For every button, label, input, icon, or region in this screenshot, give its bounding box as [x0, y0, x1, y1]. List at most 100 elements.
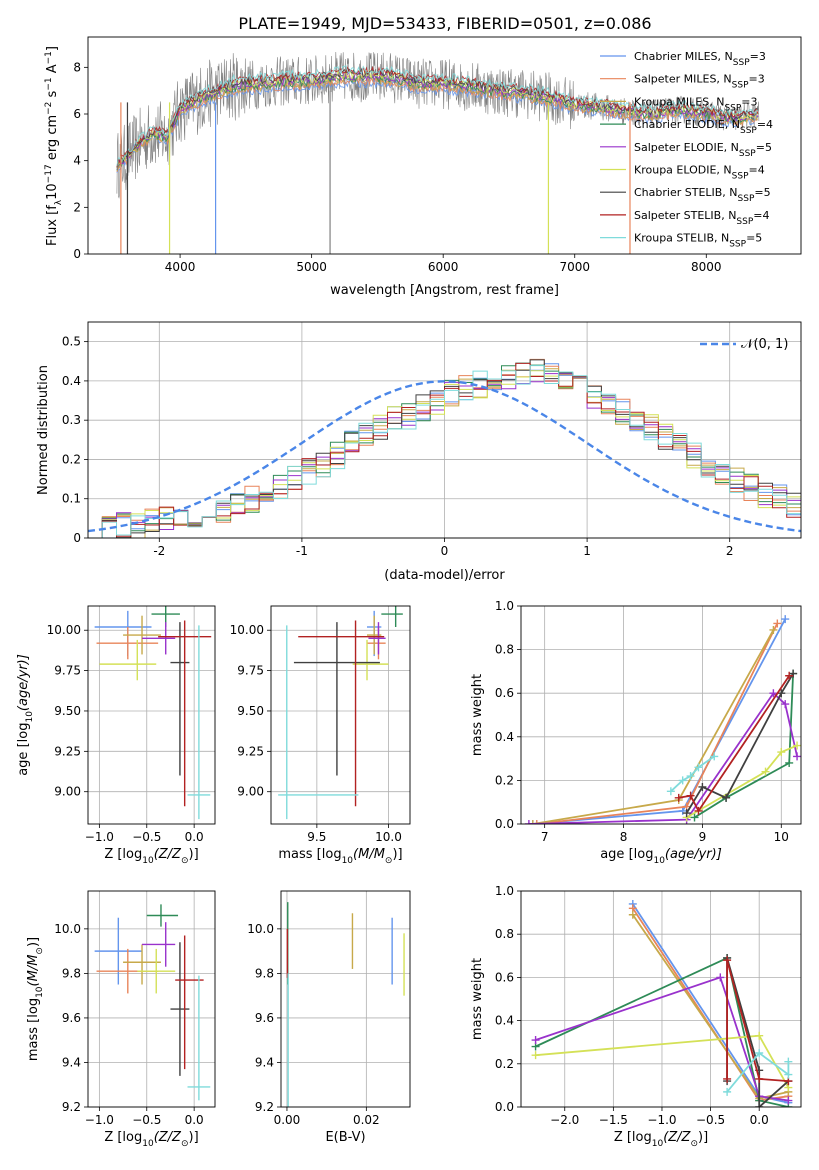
x-tick-label: 8000	[691, 260, 722, 274]
histogram-kroupa_stelib	[88, 365, 801, 538]
x-axis-label: Z [log10(Z/Z⊙)]	[104, 1130, 198, 1149]
y-tick-label: 0.5	[62, 335, 81, 349]
legend-label: Salpeter MILES, NSSP=3	[634, 73, 765, 91]
legend-label-part: Kroupa ELODIE, N	[634, 164, 732, 177]
y-axis-label-part: erg cm	[45, 115, 60, 164]
x-tick-label: 2	[726, 544, 734, 558]
plot-area-mw_vs_Z	[531, 899, 793, 1107]
x-tick-label: −0.5	[132, 830, 161, 844]
legend-label: Chabrier MILES, NSSP=3	[634, 50, 766, 68]
y-tick-label: 9.50	[237, 704, 264, 718]
marker-kroupa_elodie	[531, 1051, 540, 1060]
y-axis-label-part: (age/yr)]	[16, 654, 31, 711]
y-axis-label-part: Flux [f	[45, 205, 60, 246]
legend-label-part: =4	[753, 209, 769, 222]
x-axis-label: age [log10(age/yr)]	[600, 847, 722, 866]
legend-label-part: SSP	[740, 126, 757, 136]
y-tick-label: 9.25	[54, 744, 81, 758]
marker-salpeter_stelib	[785, 671, 794, 680]
y-tick-label: 9.2	[255, 1100, 274, 1114]
marker-salpeter_miles	[773, 619, 782, 628]
y-tick-label: 0.2	[495, 1057, 514, 1071]
legend-gaussian-label: 𝒩(0, 1)	[741, 337, 788, 352]
marker-chabrier_elodie	[785, 758, 794, 767]
axes-frame	[280, 890, 411, 1108]
y-tick-label: 1.0	[495, 884, 514, 898]
y-tick-label: 10.0	[247, 922, 274, 936]
marker-kroupa_stelib	[784, 1070, 793, 1079]
marker-salpeter_elodie	[793, 752, 801, 761]
y-axis-label-part: A	[45, 64, 60, 77]
x-axis-label-part: ⊙	[690, 1139, 698, 1149]
x-axis-label-part: mass [log	[278, 847, 341, 862]
y-tick-label: 0.4	[495, 730, 514, 744]
model-spectrum-salpeter_miles	[116, 76, 759, 173]
y-axis-label: mass weight	[470, 958, 485, 1040]
y-axis-label-part: 10	[25, 711, 35, 723]
legend-label-part: =5	[746, 232, 762, 245]
plot-area-mw_vs_age	[524, 615, 801, 824]
x-tick-label: 10.0	[375, 830, 402, 844]
y-tick-label: 0	[73, 247, 81, 261]
y-axis-label-part: age [log	[16, 723, 31, 776]
legend-label: Kroupa ELODIE, NSSP=4	[634, 164, 765, 182]
x-tick-label: 9.5	[307, 830, 326, 844]
marker-salpeter_elodie	[524, 820, 533, 824]
y-tick-label: 0.3	[62, 413, 81, 427]
panel-spectrum: 4000 5000 6000 7000 8000 0 2 4 6 8 wavelength [Ang…	[44, 36, 802, 298]
marker-salpeter_elodie	[531, 1036, 540, 1045]
y-tick-label: 9.6	[62, 1011, 81, 1025]
x-tick-label: -2	[153, 544, 165, 558]
marker-chabrier_stelib	[755, 1103, 764, 1107]
legend-label-part: SSP	[738, 194, 755, 204]
marker-salpeter_stelib	[686, 791, 695, 800]
panel-mass_vs_ebv: 0.00 0.02 9.2 9.4 9.6 9.8 10.0 E(B-V)	[247, 890, 411, 1145]
marker-chabrier_stelib	[698, 782, 707, 791]
x-axis-label-part: Z [log	[104, 1130, 142, 1145]
axes-frame	[87, 321, 802, 539]
y-tick-label: 9.4	[62, 1055, 81, 1069]
x-axis-label-part: )]	[189, 1130, 199, 1145]
axes-frame	[270, 605, 411, 825]
gaussian-curve	[88, 380, 801, 533]
plot-area-residuals	[88, 358, 801, 538]
y-tick-label: 0	[73, 531, 81, 545]
legend-label: Chabrier STELIB, NSSP=5	[634, 186, 771, 204]
marker-chabrier_stelib	[777, 689, 786, 698]
x-tick-label: 6000	[428, 260, 459, 274]
marker-salpeter_stelib	[723, 1074, 732, 1083]
y-axis-label-part: λ	[54, 199, 64, 205]
y-tick-label: 9.00	[237, 785, 264, 799]
x-tick-label: 0.0	[750, 1113, 769, 1127]
legend-label-part: SSP	[724, 103, 741, 113]
y-axis-label-part: s	[45, 90, 60, 101]
legend-label-part: =3	[750, 50, 766, 63]
y-axis-label-part: −2	[44, 102, 54, 115]
legend-label-part: =4	[757, 118, 773, 131]
y-axis-label: Normed distribution	[36, 365, 51, 495]
y-axis-label: age [log10(age/yr)]	[16, 654, 35, 776]
marker-salpeter_stelib	[723, 956, 732, 965]
x-tick-label: −2.0	[550, 1113, 579, 1127]
y-tick-label: 1.0	[495, 599, 514, 613]
axes-frame	[87, 605, 216, 825]
marker-chabrier_stelib	[682, 809, 691, 818]
x-axis-label: (data-model)/error	[384, 568, 505, 583]
model-spectrum-kroupa_elodie	[116, 69, 759, 169]
x-tick-label: 4000	[165, 260, 196, 274]
model-spectrum-chabrier_miles	[116, 78, 759, 174]
marker-kroupa_miles	[528, 820, 537, 824]
marker-salpeter_stelib	[694, 806, 703, 815]
x-tick-label: −0.5	[696, 1113, 725, 1127]
y-tick-label: 9.25	[237, 744, 264, 758]
y-tick-label: 0.1	[62, 492, 81, 506]
x-tick-label: 5000	[296, 260, 327, 274]
y-tick-label: 6	[73, 107, 81, 121]
marker-salpeter_miles	[532, 820, 541, 824]
marker-kroupa_stelib	[666, 787, 675, 796]
y-axis-label-part: (M/M	[26, 955, 41, 987]
y-tick-label: 9.8	[62, 966, 81, 980]
x-axis-label: Z [log10(Z/Z⊙)]	[104, 847, 198, 866]
